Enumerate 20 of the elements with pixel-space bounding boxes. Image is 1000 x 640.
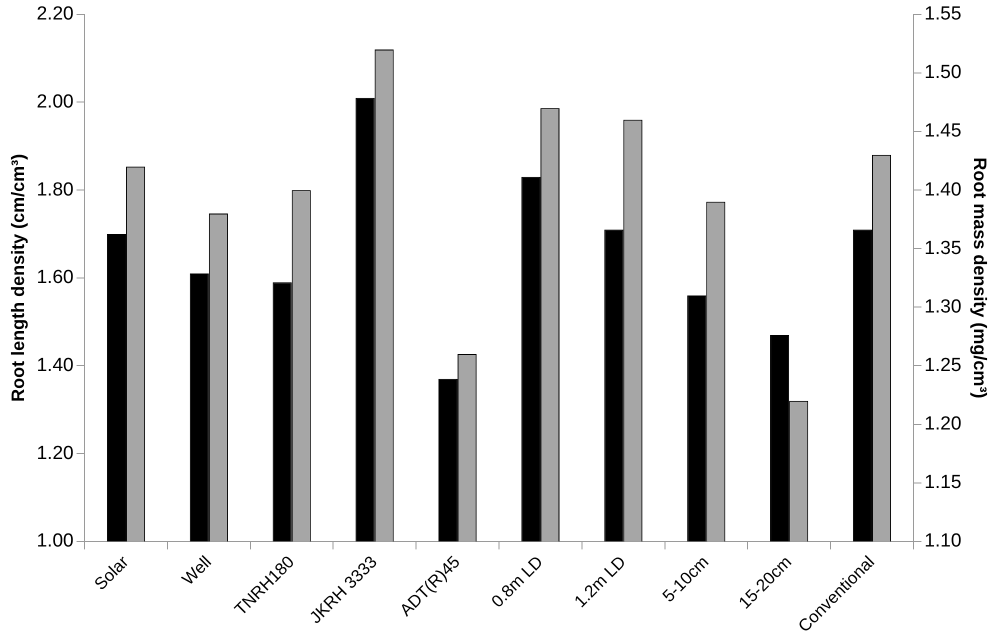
y2-tick-label: 1.35 xyxy=(924,238,962,259)
y2-tick-label: 1.15 xyxy=(924,472,962,494)
y-tick-label: 1.20 xyxy=(36,442,74,464)
y-tick-label: 1.00 xyxy=(36,530,74,552)
y-axis-title: Root length density (cm/cm³) xyxy=(8,154,28,402)
y2-axis-title: Root mass density (mg/cm³) xyxy=(970,157,990,398)
x-tick-label: Well xyxy=(178,552,216,589)
y2-tick-label: 1.30 xyxy=(924,296,962,318)
y2-tick-label: 1.50 xyxy=(924,62,962,84)
y2-tick-label: 1.40 xyxy=(924,179,962,200)
y2-tick-label: 1.55 xyxy=(924,4,962,25)
y-tick-label: 1.80 xyxy=(36,179,74,200)
y-tick-label: 1.40 xyxy=(36,354,74,376)
y-tick-label: 2.20 xyxy=(36,4,74,25)
y-tick-label: 1.60 xyxy=(36,267,74,288)
y2-tick-label: 1.10 xyxy=(924,530,962,552)
y2-tick-label: 1.45 xyxy=(924,120,962,142)
y2-tick-label: 1.25 xyxy=(924,354,962,376)
y-tick-label: 2.00 xyxy=(36,91,74,112)
y2-tick-label: 1.20 xyxy=(924,414,962,435)
